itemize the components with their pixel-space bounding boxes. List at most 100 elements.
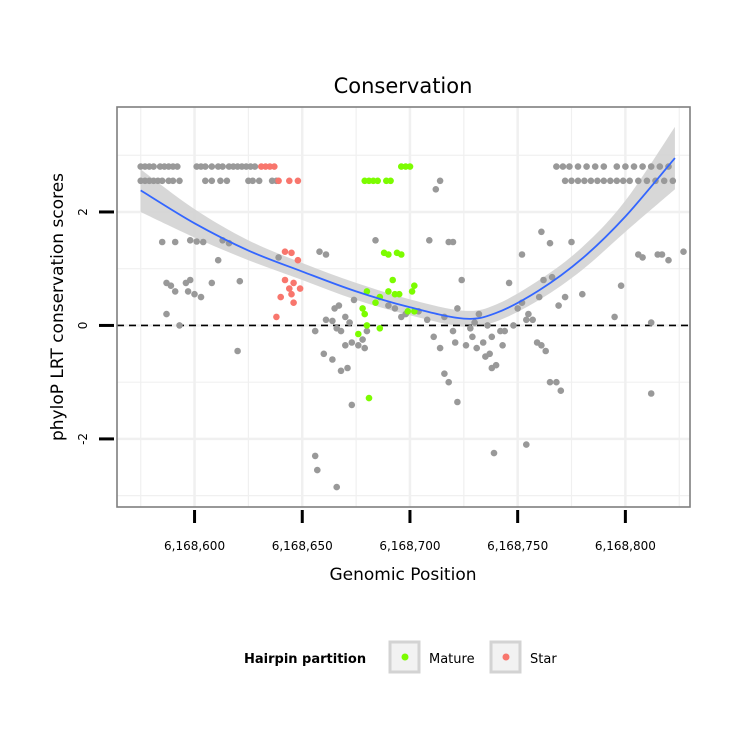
data-point: [445, 378, 453, 386]
data-point: [361, 310, 369, 318]
data-point: [587, 177, 595, 185]
data-point: [432, 186, 440, 193]
data-point: [150, 163, 157, 170]
data-point: [223, 177, 231, 185]
data-point: [408, 288, 416, 295]
data-point: [288, 249, 295, 257]
x-tick-label: 6,168,750: [487, 539, 548, 553]
data-point: [288, 290, 295, 298]
data-point: [622, 163, 629, 170]
plot-panel-border: [116, 106, 691, 508]
data-point: [163, 310, 170, 318]
data-point: [583, 163, 590, 170]
data-point: [484, 322, 491, 329]
data-point: [176, 177, 183, 185]
data-point: [314, 466, 321, 474]
data-point: [329, 317, 336, 325]
legend-label-mature: Mature: [429, 652, 475, 667]
data-point: [193, 238, 200, 245]
smooth-line-group: [140, 157, 676, 320]
data-point: [176, 322, 183, 329]
data-point: [635, 177, 642, 185]
data-point: [639, 163, 646, 170]
data-point: [208, 163, 216, 170]
data-point: [249, 177, 256, 185]
data-point: [271, 163, 278, 170]
series-star: [258, 163, 304, 321]
data-point: [275, 254, 282, 261]
data-point: [202, 163, 209, 170]
data-point: [348, 401, 356, 409]
data-point: [186, 276, 194, 284]
data-point: [561, 177, 569, 185]
chart-title: Conservation: [334, 74, 473, 98]
data-point: [600, 163, 608, 170]
legend-title: Hairpin partition: [244, 652, 366, 667]
data-point: [365, 394, 373, 402]
data-point: [158, 238, 166, 246]
data-point: [359, 305, 366, 312]
data-point: [169, 177, 177, 185]
legend-dot-mature: [401, 653, 409, 661]
x-axis-label: Genomic Position: [329, 565, 476, 585]
data-point: [471, 319, 478, 326]
legend-dot-star: [502, 653, 510, 661]
data-point: [540, 276, 547, 284]
data-point: [647, 319, 655, 326]
scatter-points: [137, 163, 687, 491]
data-point: [426, 237, 433, 244]
data-point: [294, 177, 302, 185]
data-point: [548, 273, 556, 281]
data-point: [458, 276, 466, 284]
data-point: [361, 344, 369, 352]
x-tick-label: 6,168,800: [595, 539, 656, 553]
data-point: [290, 279, 297, 287]
data-point: [208, 279, 216, 287]
data-point: [538, 228, 545, 236]
data-point: [607, 177, 614, 185]
data-point: [391, 305, 399, 312]
data-point: [518, 251, 526, 258]
data-point: [275, 177, 282, 185]
data-point: [546, 378, 554, 386]
data-point: [538, 342, 545, 349]
data-point: [568, 238, 575, 246]
y-axis-ticks: -2 0 2: [76, 208, 114, 445]
data-point: [591, 163, 599, 170]
data-point: [630, 163, 638, 170]
data-point: [647, 390, 655, 397]
data-point: [404, 308, 412, 315]
data-point: [333, 483, 341, 491]
data-point: [335, 302, 343, 309]
data-point: [658, 251, 666, 258]
data-point: [561, 293, 569, 301]
data-point: [660, 177, 668, 185]
data-point: [441, 370, 448, 378]
data-point: [174, 163, 181, 170]
data-point: [158, 177, 166, 185]
data-point: [411, 282, 418, 290]
data-point: [553, 378, 560, 386]
data-point: [505, 279, 513, 287]
data-point: [171, 288, 179, 295]
data-point: [643, 177, 651, 185]
data-point: [387, 177, 394, 185]
data-point: [296, 285, 304, 292]
data-point: [344, 364, 351, 372]
data-point: [385, 302, 392, 309]
data-point: [579, 290, 586, 298]
data-point: [236, 277, 244, 285]
data-point: [286, 285, 293, 292]
data-point: [372, 299, 379, 307]
data-point: [348, 339, 356, 346]
data-point: [553, 163, 560, 170]
x-tick-label: 6,168,600: [164, 539, 225, 553]
data-point: [469, 333, 476, 341]
data-point: [613, 163, 621, 170]
data-point: [436, 177, 444, 185]
x-axis-ticks: 6,168,600 6,168,650 6,168,700 6,168,750 6,16…: [164, 510, 656, 553]
data-point: [294, 256, 302, 264]
data-point: [398, 251, 405, 258]
data-point: [363, 327, 371, 335]
data-point: [568, 177, 575, 185]
